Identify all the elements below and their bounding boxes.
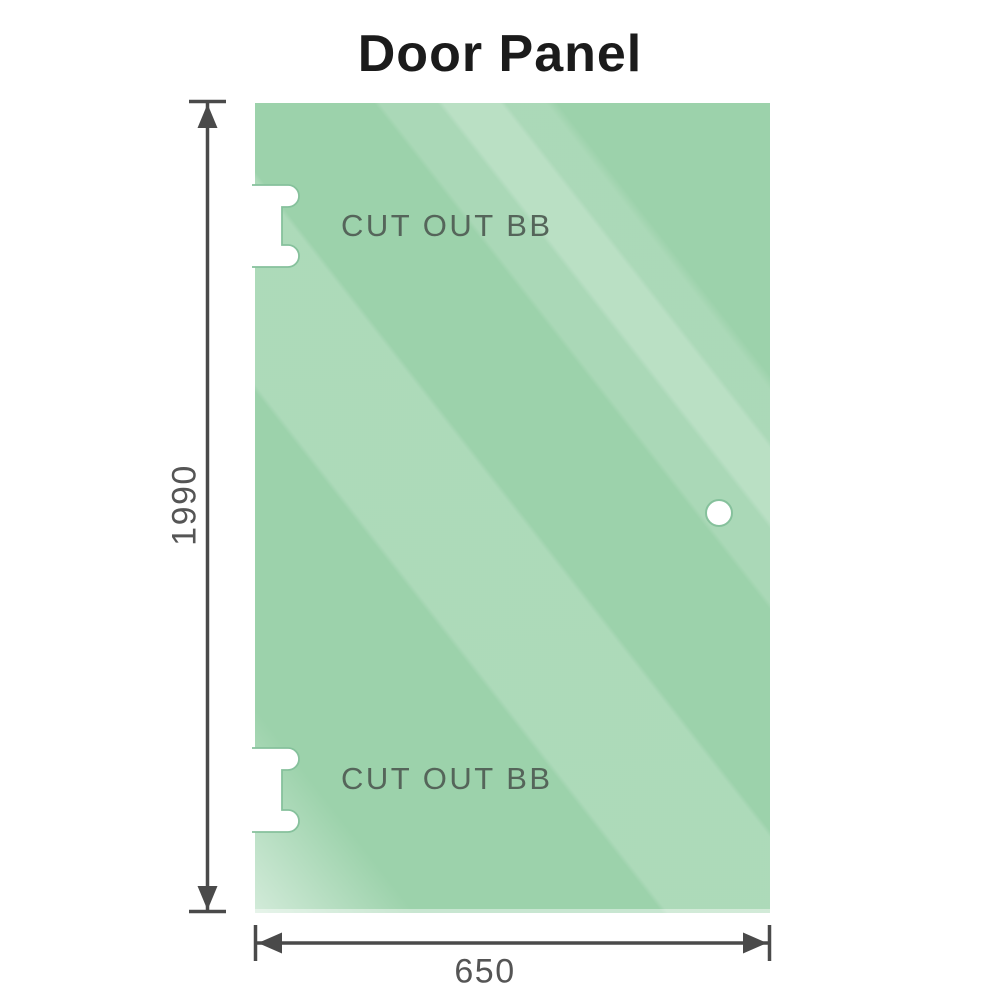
width-dimension-label: 650: [454, 952, 516, 991]
cutout-label-top: CUT OUT BB: [341, 208, 553, 243]
arrow-left-icon: [258, 932, 282, 954]
height-dimension-label: 1990: [165, 464, 204, 546]
glass-panel: [255, 103, 770, 913]
cutout-label-bottom: CUT OUT BB: [341, 761, 553, 796]
page-title: Door Panel: [357, 25, 643, 83]
arrow-right-icon: [743, 932, 767, 954]
arrow-up-icon: [197, 104, 218, 128]
arrow-down-icon: [197, 886, 218, 910]
